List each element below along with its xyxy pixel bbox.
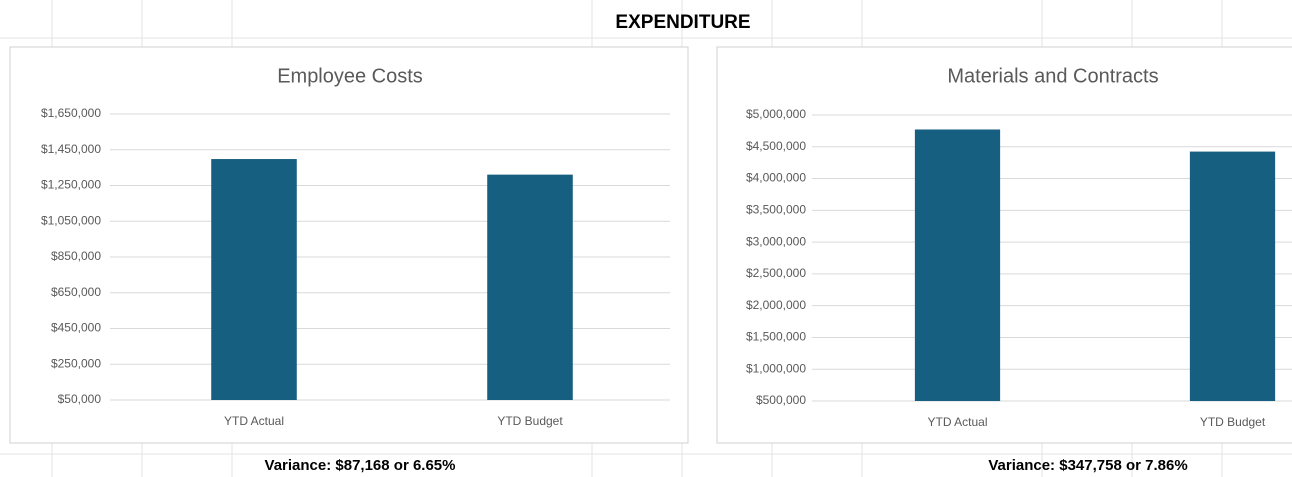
y-tick-label: $4,500,000 xyxy=(746,139,806,153)
y-tick-label: $5,000,000 xyxy=(746,107,806,121)
y-tick-label: $1,000,000 xyxy=(746,361,806,375)
chart-title: Employee Costs xyxy=(277,65,423,87)
y-tick-label: $2,500,000 xyxy=(746,266,806,280)
variance-note: Variance: $87,168 or 6.65% xyxy=(265,457,456,474)
y-tick-label: $1,500,000 xyxy=(746,330,806,344)
y-tick-label: $1,450,000 xyxy=(41,142,101,156)
x-tick-label: YTD Actual xyxy=(927,415,987,429)
y-tick-label: $450,000 xyxy=(51,321,101,335)
y-tick-label: $50,000 xyxy=(58,392,102,406)
bar xyxy=(211,159,297,400)
heading: EXPENDITURE xyxy=(615,12,750,33)
y-tick-label: $1,250,000 xyxy=(41,178,101,192)
y-tick-label: $1,650,000 xyxy=(41,106,101,120)
y-tick-label: $2,000,000 xyxy=(746,298,806,312)
bar xyxy=(1189,151,1276,401)
y-tick-label: $500,000 xyxy=(756,393,806,407)
bar xyxy=(487,174,573,400)
x-tick-label: YTD Budget xyxy=(497,414,563,428)
y-tick-label: $650,000 xyxy=(51,285,101,299)
y-tick-label: $3,500,000 xyxy=(746,203,806,217)
y-tick-label: $3,000,000 xyxy=(746,234,806,248)
x-tick-label: YTD Actual xyxy=(224,414,284,428)
x-tick-label: YTD Budget xyxy=(1200,415,1266,429)
y-tick-label: $4,000,000 xyxy=(746,171,806,185)
chart-title: Materials and Contracts xyxy=(947,65,1158,87)
bar xyxy=(914,129,1001,401)
variance-note: Variance: $347,758 or 7.86% xyxy=(988,457,1187,474)
y-tick-label: $850,000 xyxy=(51,249,101,263)
y-tick-label: $250,000 xyxy=(51,356,101,370)
y-tick-label: $1,050,000 xyxy=(41,213,101,227)
chart-frame xyxy=(9,46,689,444)
